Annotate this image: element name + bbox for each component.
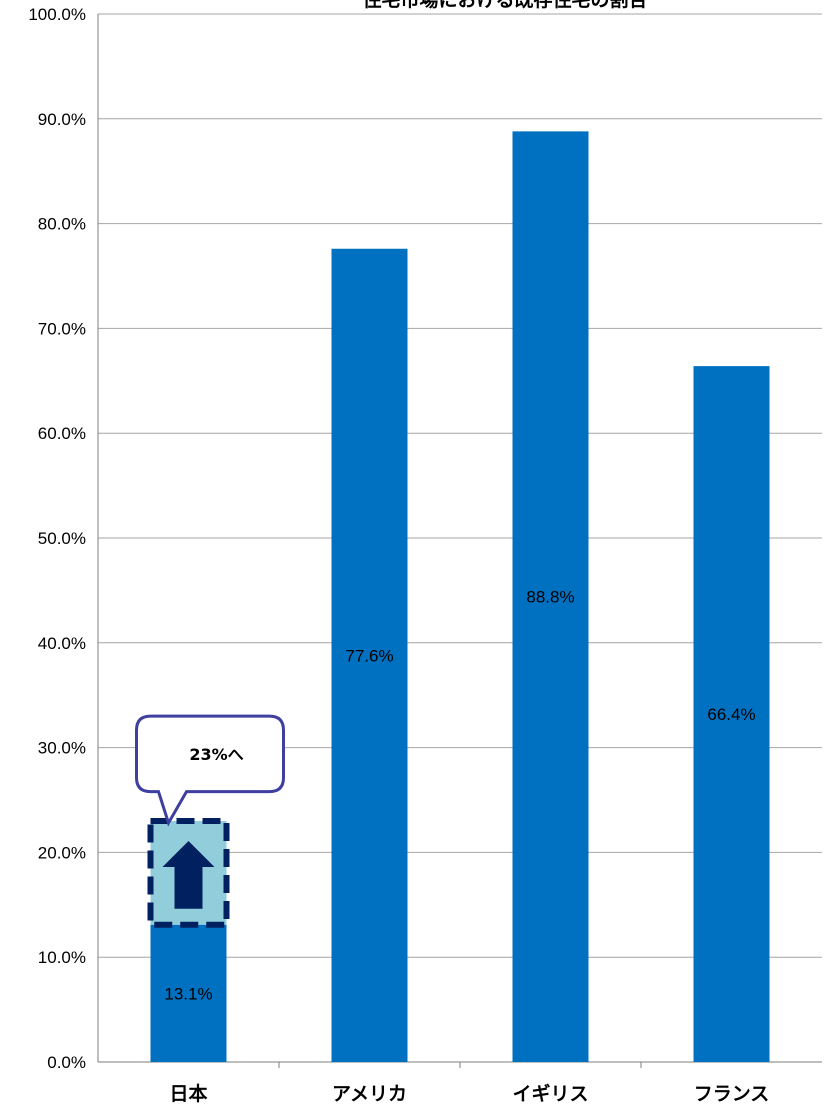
- x-tick-label: フランス: [694, 1083, 770, 1105]
- axes: 0.0% 10.0% 20.0% 30.0% 40.0% 50.0% 60.0% 70.0% 8…: [28, 5, 822, 1105]
- bar: [331, 248, 408, 1062]
- chart-title: 住宅市場における既存住宅の割合: [362, 0, 648, 11]
- y-tick-label: 20.0%: [38, 843, 86, 862]
- callout-annotation: 23%へ: [135, 714, 285, 928]
- y-tick-label: 50.0%: [38, 529, 86, 548]
- y-tick-label: 40.0%: [38, 634, 86, 653]
- callout-text: 23%へ: [189, 745, 243, 764]
- bar-value-label: 88.8%: [526, 588, 574, 607]
- bar: [693, 366, 770, 1062]
- x-tick-label: イギリス: [512, 1083, 588, 1105]
- bar: [150, 924, 227, 1062]
- x-tick-label: アメリカ: [332, 1083, 407, 1105]
- y-tick-label: 70.0%: [38, 319, 86, 338]
- speech-bubble: [135, 714, 285, 827]
- bar-value-labels: 13.1% 77.6% 88.8% 66.4%: [164, 588, 755, 1004]
- up-arrow-icon: [162, 840, 215, 909]
- bar-value-label: 13.1%: [164, 984, 212, 1003]
- bar-value-label: 66.4%: [707, 705, 755, 724]
- bar: [512, 131, 589, 1063]
- y-tick-label: 10.0%: [38, 948, 86, 967]
- y-tick-label: 30.0%: [38, 739, 86, 758]
- y-tick-label: 80.0%: [38, 215, 86, 234]
- y-tick-label: 60.0%: [38, 424, 86, 443]
- y-tick-label: 100.0%: [28, 5, 86, 24]
- bars: [150, 131, 770, 1063]
- x-tick-label: 日本: [169, 1082, 207, 1105]
- y-tick-label: 90.0%: [38, 110, 86, 129]
- y-tick-label: 0.0%: [47, 1053, 86, 1072]
- bar-value-label: 77.6%: [345, 646, 393, 665]
